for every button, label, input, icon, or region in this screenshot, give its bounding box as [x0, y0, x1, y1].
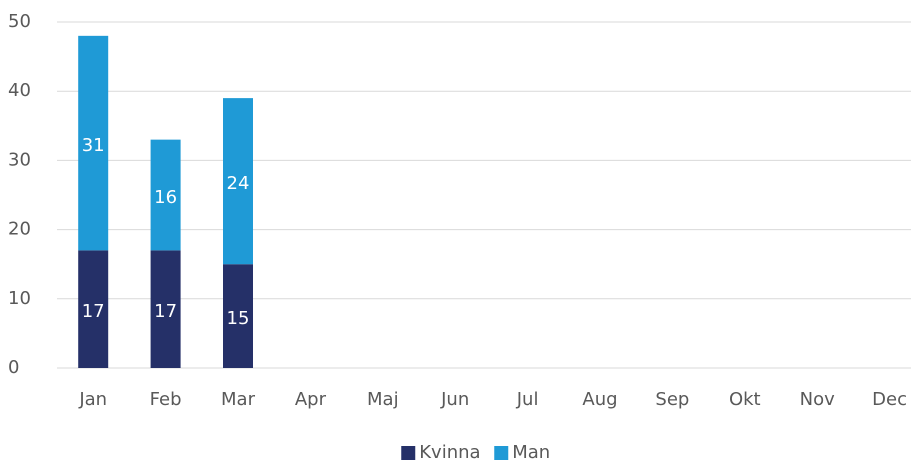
- y-tick-label: 30: [8, 149, 31, 170]
- value-label: 24: [227, 173, 250, 194]
- x-tick-label: Okt: [729, 389, 761, 410]
- value-label: 15: [227, 308, 250, 329]
- x-tick-label: Feb: [150, 389, 182, 410]
- value-label: 17: [154, 301, 177, 322]
- x-tick-label: Sep: [655, 389, 689, 410]
- bar: [150, 250, 181, 368]
- legend-swatch: [401, 446, 416, 460]
- bar: [223, 98, 253, 265]
- x-tick-label: Apr: [295, 389, 327, 410]
- y-tick-label: 20: [8, 219, 31, 240]
- x-tick-label: Jan: [78, 389, 107, 410]
- x-tick-label: Aug: [582, 389, 617, 410]
- x-tick-label: Mar: [221, 389, 256, 410]
- value-label: 31: [82, 135, 105, 156]
- x-tick-label: Jun: [440, 389, 469, 410]
- y-tick-label: 0: [8, 357, 19, 378]
- legend-swatch: [494, 446, 509, 460]
- bar: [78, 250, 109, 368]
- bar: [223, 264, 253, 368]
- value-label: 17: [82, 301, 105, 322]
- y-tick-label: 40: [8, 80, 31, 101]
- legend-label: Man: [512, 442, 550, 461]
- legend-label: Kvinna: [419, 442, 480, 461]
- bar: [78, 35, 109, 251]
- bar: [150, 139, 181, 251]
- y-tick-label: 50: [8, 11, 31, 32]
- x-tick-label: Dec: [872, 389, 907, 410]
- value-label: 16: [154, 187, 177, 208]
- x-tick-label: Maj: [367, 389, 399, 410]
- y-tick-label: 10: [8, 288, 31, 309]
- x-tick-label: Nov: [800, 389, 835, 410]
- x-tick-label: Jul: [516, 389, 539, 410]
